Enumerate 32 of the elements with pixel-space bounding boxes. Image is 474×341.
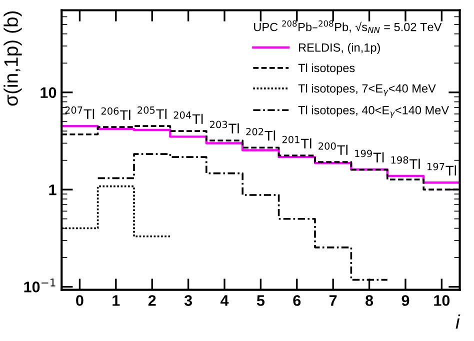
legend-label: Tl isotopes, 7<E$_{γ}$<40 MeV	[298, 84, 436, 96]
annotation: $^{206}$Tl	[101, 107, 130, 120]
y-axis-title: σ(in,1p) (b)	[4, 11, 22, 106]
x-tick-label: 5	[256, 295, 265, 306]
y-tick-label: 10$^{−1}$	[24, 278, 56, 292]
annotation: $^{202}$Tl	[246, 128, 276, 140]
y-tick-label: 1	[49, 184, 56, 196]
x-tick-label: 4	[220, 295, 229, 306]
x-tick-label: 2	[148, 295, 156, 306]
annotation: $^{201}$Tl	[282, 136, 312, 148]
annotation: $^{203}$Tl	[210, 120, 239, 134]
x-axis-title: i	[456, 314, 460, 329]
legend-title: UPC $^{208}$Pb–$^{208}$Pb, √s$_{NN}$ = 5.02 TeV	[254, 20, 442, 33]
annotation: $^{205}$Tl	[138, 106, 166, 119]
annotation: $^{200}$Tl	[318, 142, 348, 155]
annotation: $^{199}$Tl	[355, 150, 384, 162]
y-tick-label: 10	[40, 87, 56, 98]
annotation: $^{207}$Tl	[65, 106, 94, 119]
legend-label: RELDIS, (in,1p)	[299, 43, 380, 54]
x-tick-label: 8	[366, 295, 374, 306]
x-tick-label: 3	[184, 295, 192, 306]
x-tick-label: 10	[434, 295, 450, 306]
x-tick-label: 0	[76, 295, 84, 306]
annotation: $^{197}$Tl	[428, 162, 456, 176]
x-tick-label: 1	[112, 295, 120, 306]
x-tick-label: 6	[293, 295, 301, 306]
legend-label: Tl isotopes	[298, 64, 355, 75]
annotation: $^{198}$Tl	[391, 156, 420, 169]
annotation: $^{204}$Tl	[174, 111, 203, 124]
legend-label: Tl isotopes, 40<E$_{γ}$<140 MeV	[298, 106, 450, 118]
x-tick-label: 7	[330, 295, 337, 306]
x-tick-label: 9	[402, 295, 410, 306]
